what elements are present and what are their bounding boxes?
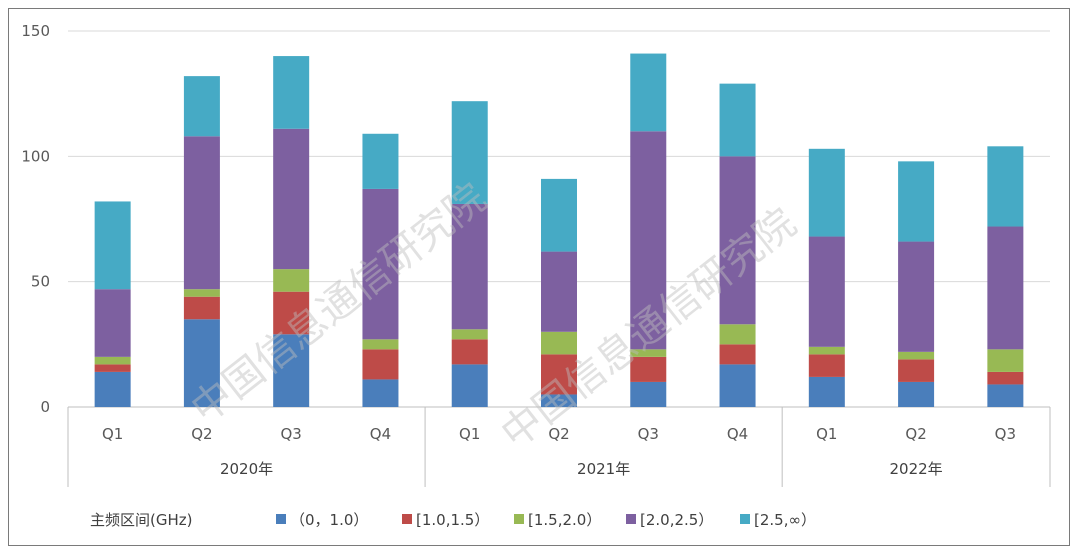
x-tick-label: Q2 <box>191 425 212 443</box>
group-label: 2022年 <box>889 460 942 478</box>
bars <box>94 53 1024 407</box>
bar-segment-4-cat-8 <box>719 156 756 325</box>
bar-segment-2-cat-10 <box>898 359 935 382</box>
legend-label: [1.0,1.5） <box>416 511 489 529</box>
y-tick-label: 50 <box>31 273 50 291</box>
bar-segment-1-cat-6 <box>541 394 577 407</box>
bar-segment-1-cat-3 <box>273 334 310 407</box>
bar-segment-3-cat-9 <box>808 346 845 355</box>
bar-segment-2-cat-3 <box>273 291 310 335</box>
legend-swatch <box>276 514 286 524</box>
bar-segment-4-cat-6 <box>541 251 577 332</box>
legend-label: [2.0,2.5） <box>640 511 713 529</box>
bar-segment-4-cat-4 <box>362 188 399 340</box>
legend-swatch <box>514 514 524 524</box>
bar-segment-2-cat-7 <box>630 356 667 382</box>
bar-segment-5-cat-8 <box>719 83 756 157</box>
bar-segment-2-cat-6 <box>541 354 577 395</box>
bar-segment-5-cat-7 <box>630 53 667 132</box>
x-axis: Q1 Q2 Q3 Q4 2020年 Q1 Q2 Q3 Q4 2021年 Q1 Q2 Q3 2022年 <box>67 407 1051 487</box>
legend-swatch <box>626 514 636 524</box>
bar-segment-1-cat-1 <box>94 371 131 407</box>
bar-segment-4-cat-2 <box>183 136 220 290</box>
bar-segment-3-cat-11 <box>987 349 1024 372</box>
legend-label: （0，1.0） <box>290 511 368 529</box>
x-tick-label: Q4 <box>727 425 748 443</box>
legend-label: [1.5,2.0） <box>528 511 601 529</box>
x-tick-label: Q1 <box>459 425 480 443</box>
bar-segment-5-cat-9 <box>808 148 845 237</box>
bar-segment-1-cat-5 <box>451 364 488 407</box>
bar-segment-3-cat-1 <box>94 356 131 365</box>
bar-segment-4-cat-3 <box>273 128 310 270</box>
x-tick-label: Q1 <box>102 425 123 443</box>
y-axis-ticks: 0 50 100 150 <box>21 22 50 416</box>
bar-segment-4-cat-11 <box>987 226 1024 350</box>
bar-segment-5-cat-3 <box>273 56 310 129</box>
legend-swatch <box>740 514 750 524</box>
bar-segment-2-cat-9 <box>808 354 845 377</box>
bar-segment-4-cat-1 <box>94 289 131 357</box>
y-tick-label: 100 <box>21 147 50 165</box>
bar-segment-3-cat-4 <box>362 339 399 350</box>
bar-segment-2-cat-1 <box>94 364 131 372</box>
x-tick-label: Q3 <box>281 425 302 443</box>
bar-segment-5-cat-4 <box>362 133 399 189</box>
x-tick-label: Q4 <box>370 425 391 443</box>
bar-segment-1-cat-9 <box>808 376 845 407</box>
bar-segment-3-cat-3 <box>273 269 310 292</box>
x-tick-label: Q2 <box>548 425 569 443</box>
bar-segment-2-cat-11 <box>987 371 1024 385</box>
bar-segment-2-cat-5 <box>451 339 488 365</box>
bar-segment-4-cat-5 <box>451 203 488 330</box>
bar-segment-4-cat-7 <box>630 131 667 350</box>
bar-segment-4-cat-10 <box>898 241 935 352</box>
x-tick-label: Q2 <box>905 425 926 443</box>
bar-segment-1-cat-10 <box>898 381 935 407</box>
bar-segment-1-cat-8 <box>719 364 756 407</box>
bar-segment-2-cat-8 <box>719 344 756 365</box>
bar-segment-3-cat-6 <box>541 331 577 355</box>
bar-segment-5-cat-5 <box>451 101 488 204</box>
bar-segment-5-cat-11 <box>987 146 1024 227</box>
bar-segment-5-cat-6 <box>541 178 577 252</box>
legend-title: 主频区间(GHz) <box>90 511 192 529</box>
y-tick-label: 0 <box>40 398 50 416</box>
bar-segment-4-cat-9 <box>808 236 845 347</box>
group-label: 2021年 <box>577 460 630 478</box>
bar-segment-3-cat-2 <box>183 289 220 297</box>
bar-segment-3-cat-10 <box>898 351 935 360</box>
bar-segment-5-cat-2 <box>183 76 220 137</box>
x-tick-label: Q3 <box>995 425 1016 443</box>
legend-swatch <box>402 514 412 524</box>
bar-segment-2-cat-4 <box>362 349 399 380</box>
bar-segment-2-cat-2 <box>183 296 220 320</box>
watermark-text: 中国信息通信研究院 <box>183 175 495 433</box>
group-label: 2020年 <box>220 460 273 478</box>
bar-segment-3-cat-5 <box>451 329 488 340</box>
bar-segment-1-cat-2 <box>183 319 220 407</box>
bar-segment-5-cat-10 <box>898 161 935 242</box>
x-tick-label: Q1 <box>816 425 837 443</box>
bar-segment-1-cat-11 <box>987 384 1024 407</box>
bar-segment-1-cat-4 <box>362 379 399 407</box>
y-tick-label: 150 <box>21 22 50 40</box>
bar-segment-3-cat-8 <box>719 324 756 345</box>
bar-segment-5-cat-1 <box>94 201 131 290</box>
x-tick-label: Q3 <box>638 425 659 443</box>
legend: 主频区间(GHz) （0，1.0） [1.0,1.5） [1.5,2.0） [2.0,2… <box>90 511 816 529</box>
bar-segment-1-cat-7 <box>630 381 667 407</box>
bar-segment-3-cat-7 <box>630 349 667 357</box>
legend-label: [2.5,∞） <box>754 511 816 529</box>
